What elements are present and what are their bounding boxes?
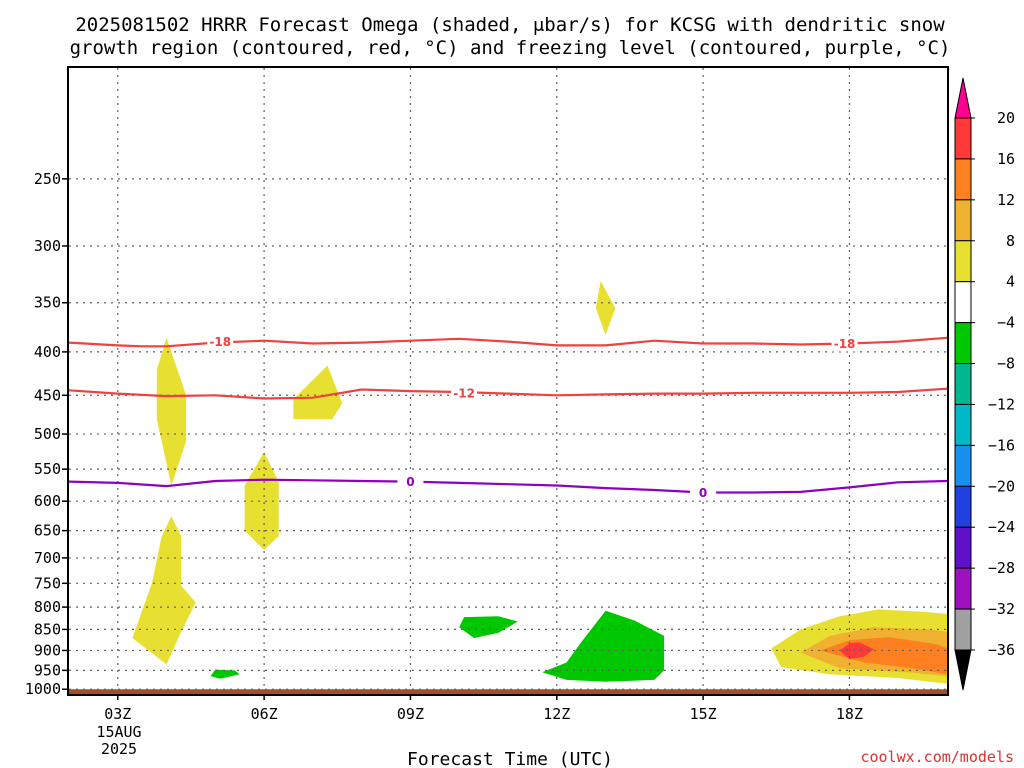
colorbar-label-10: −24 <box>988 518 1015 536</box>
colorbar-label-0: 20 <box>997 109 1015 127</box>
colorbar-label-8: −16 <box>988 436 1015 454</box>
omega-region-2 <box>293 365 343 419</box>
plot-frame <box>67 66 949 696</box>
colorbar-swatch-1 <box>954 158 972 201</box>
date-label-year: 2025 <box>101 740 137 758</box>
omega-region-1 <box>132 516 196 665</box>
omega-region-0 <box>156 337 187 486</box>
ytick-label-250: 250 <box>34 170 61 188</box>
colorbar-swatch-2 <box>954 199 972 242</box>
omega-region-3 <box>244 452 279 550</box>
xtick-label-15: 15Z <box>690 705 717 723</box>
colorbar-swatch-7 <box>954 403 972 446</box>
chart-title-line2: growth region (contoured, red, °C) and f… <box>70 37 951 59</box>
colorbar-label-4: 4 <box>1006 273 1015 291</box>
contour-label-0-0: -18 <box>209 335 231 349</box>
date-label-day: 15AUG <box>96 723 141 741</box>
colorbar-label-3: 8 <box>1006 232 1015 250</box>
contour-dgz-1 <box>68 387 948 400</box>
chart-title-line1: 2025081502 HRRR Forecast Omega (shaded, … <box>75 14 945 36</box>
x-axis-ticks: 03Z 06Z 09Z 12Z 15Z 18Z <box>104 694 863 723</box>
contour-label-bg-2-0 <box>397 473 424 490</box>
colorbar-label-5: −4 <box>997 314 1015 332</box>
ytick-label-1000: 1000 <box>25 680 61 698</box>
colorbar-swatch-12 <box>954 608 972 651</box>
ytick-label-350: 350 <box>34 294 61 312</box>
ytick-label-400: 400 <box>34 343 61 361</box>
xtick-label-12: 12Z <box>543 705 570 723</box>
omega-region-9 <box>459 616 518 638</box>
ytick-label-500: 500 <box>34 425 61 443</box>
colorbar-swatch-10 <box>954 526 972 569</box>
omega-region-10 <box>210 669 240 679</box>
colorbar-label-7: −12 <box>988 395 1015 413</box>
colorbar-label-13: −36 <box>988 641 1015 659</box>
omega-shading-layer <box>132 281 947 684</box>
ytick-label-950: 950 <box>34 661 61 679</box>
colorbar-label-11: −28 <box>988 559 1015 577</box>
contour-label-2-0: 0 <box>406 475 414 489</box>
colorbar-swatch-8 <box>954 444 972 487</box>
watermark: coolwx.com/models <box>860 748 1014 766</box>
xtick-label-18: 18Z <box>836 705 863 723</box>
colorbar: 20 16 12 8 4 −4 −8 −12 −16 −20 −24 −28 −32 −36 <box>954 77 1015 691</box>
contour-label-bg-1-0 <box>451 384 478 401</box>
colorbar-label-9: −20 <box>988 477 1015 495</box>
contour-label-bg-2-1 <box>690 484 717 501</box>
ytick-label-700: 700 <box>34 549 61 567</box>
colorbar-swatch-3 <box>954 240 972 283</box>
ytick-label-650: 650 <box>34 522 61 540</box>
contour-layer: -18 -18 -12 0 0 <box>68 333 948 501</box>
contour-label-1-0: -12 <box>453 386 475 400</box>
colorbar-swatch-5 <box>954 322 972 365</box>
y-axis-ticks: 250 300 350 400 450 500 550 600 650 700 750 800 850 9… <box>25 170 69 698</box>
x-axis-label: Forecast Time (UTC) <box>407 749 613 768</box>
omega-region-8 <box>839 642 874 660</box>
ytick-label-900: 900 <box>34 641 61 659</box>
contour-label-0-1: -18 <box>834 337 856 351</box>
colorbar-label-6: −8 <box>997 355 1015 373</box>
contour-label-bg-0-0 <box>207 333 234 350</box>
contour-freezing-2 <box>68 478 948 494</box>
xtick-label-3: 03Z <box>104 705 131 723</box>
xtick-label-9: 09Z <box>397 705 424 723</box>
ground-surface <box>69 689 947 694</box>
colorbar-bottom-arrow <box>954 649 972 691</box>
ytick-label-600: 600 <box>34 492 61 510</box>
colorbar-swatch-9 <box>954 485 972 528</box>
omega-region-11 <box>542 610 665 682</box>
colorbar-swatch-0 <box>954 117 972 160</box>
contour-label-bg-0-1 <box>831 335 858 352</box>
contour-label-2-1: 0 <box>699 486 707 500</box>
contour-dgz-0 <box>68 336 948 348</box>
colorbar-label-1: 16 <box>997 150 1015 168</box>
colorbar-swatch-4 <box>954 281 972 324</box>
xtick-label-6: 06Z <box>251 705 278 723</box>
colorbar-label-12: −32 <box>988 600 1015 618</box>
ytick-label-550: 550 <box>34 460 61 478</box>
colorbar-top-arrow <box>954 77 972 119</box>
colorbar-swatch-6 <box>954 363 972 405</box>
colorbar-label-2: 12 <box>997 191 1015 209</box>
ytick-label-850: 850 <box>34 620 61 638</box>
ytick-label-750: 750 <box>34 574 61 592</box>
ytick-label-300: 300 <box>34 237 61 255</box>
colorbar-swatch-11 <box>954 567 972 610</box>
ytick-label-450: 450 <box>34 386 61 404</box>
gridlines <box>69 68 947 694</box>
omega-region-4 <box>595 281 616 335</box>
ytick-label-800: 800 <box>34 598 61 616</box>
